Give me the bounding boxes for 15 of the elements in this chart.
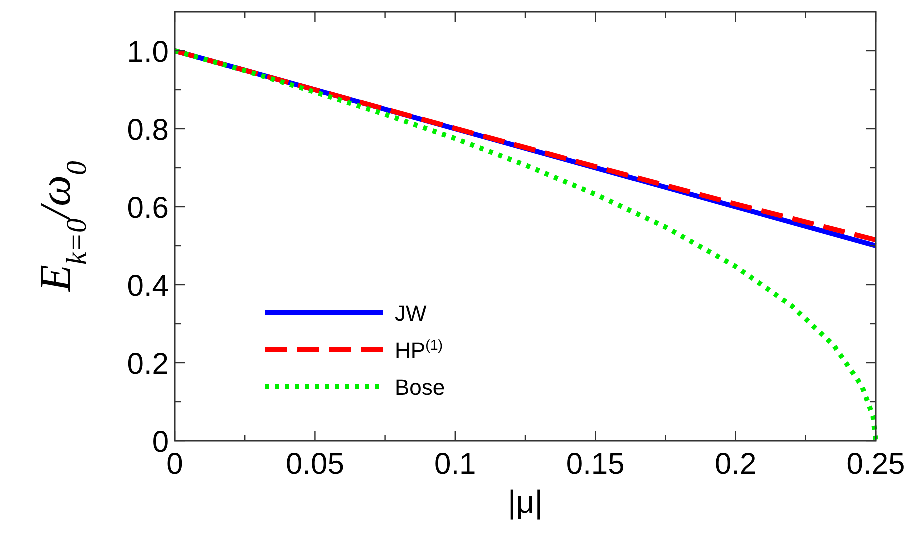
- y-tick-label: 0.6: [127, 192, 169, 225]
- legend-label: Bose: [395, 375, 446, 400]
- x-tick-label: 0.2: [714, 448, 757, 481]
- x-axis-title: |μ|: [508, 484, 544, 520]
- y-tick-label: 0.8: [127, 114, 169, 147]
- y-tick-label: 0: [152, 426, 169, 459]
- legend-label: JW: [395, 301, 427, 326]
- y-tick-label: 0.2: [127, 348, 169, 381]
- x-tick-label: 0.05: [286, 448, 344, 481]
- y-tick-label: 0.4: [127, 270, 169, 303]
- x-tick-label: 0.15: [566, 448, 625, 481]
- x-tick-label: 0.1: [434, 448, 476, 481]
- y-tick-label: 1.0: [127, 36, 169, 69]
- x-tick-label: 0.25: [846, 448, 906, 481]
- legend-label: HP$^{(1)}$: [395, 338, 444, 363]
